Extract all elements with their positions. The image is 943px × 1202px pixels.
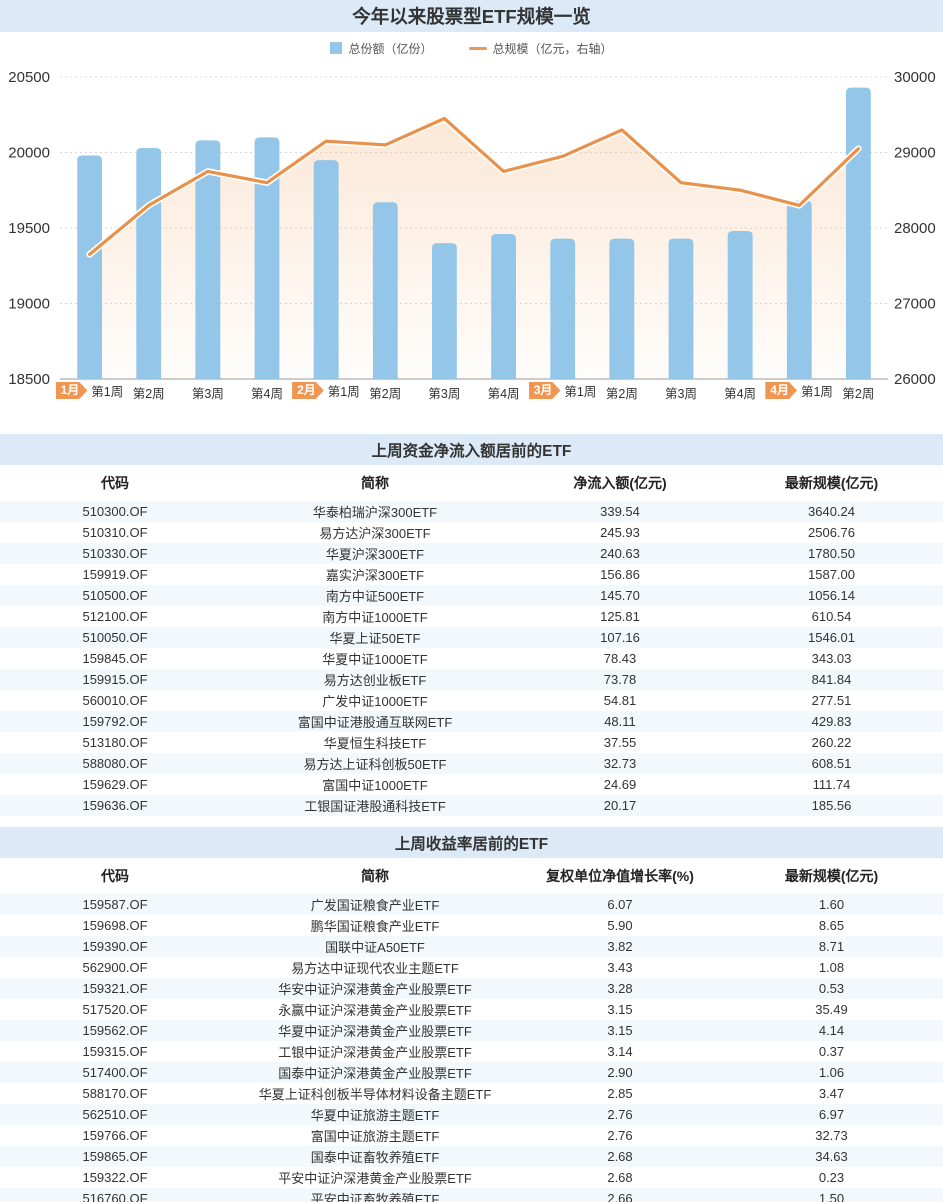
svg-text:30000: 30000 [894, 69, 936, 86]
svg-text:19500: 19500 [8, 220, 50, 237]
svg-text:27000: 27000 [894, 296, 936, 313]
svg-text:29000: 29000 [894, 145, 936, 162]
svg-text:20500: 20500 [8, 69, 50, 86]
svg-text:28000: 28000 [894, 220, 936, 237]
svg-text:20000: 20000 [8, 145, 50, 162]
svg-text:19000: 19000 [8, 296, 50, 313]
